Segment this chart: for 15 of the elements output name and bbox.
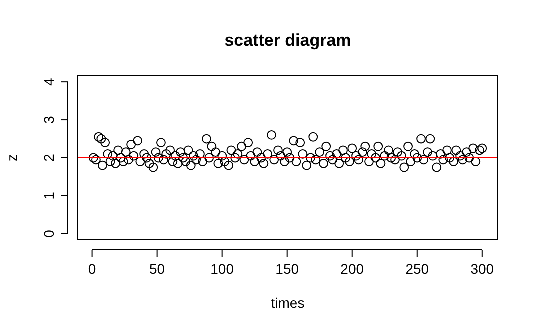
y-tick-label: 0 bbox=[41, 230, 57, 238]
x-tick-label: 0 bbox=[88, 261, 96, 277]
x-tick-label: 300 bbox=[470, 261, 494, 277]
chart-title: scatter diagram bbox=[224, 31, 352, 50]
x-tick-label: 150 bbox=[276, 261, 300, 277]
y-tick-label: 4 bbox=[41, 78, 57, 86]
x-axis-title: times bbox=[271, 295, 305, 311]
x-tick-label: 250 bbox=[406, 261, 430, 277]
x-tick-label: 100 bbox=[210, 261, 234, 277]
y-tick-label: 2 bbox=[41, 154, 57, 162]
y-tick-label: 3 bbox=[41, 116, 57, 124]
x-tick-label: 50 bbox=[150, 261, 166, 277]
y-tick-label: 1 bbox=[41, 192, 57, 200]
y-axis-title: z bbox=[4, 154, 20, 162]
x-tick-label: 200 bbox=[340, 261, 364, 277]
